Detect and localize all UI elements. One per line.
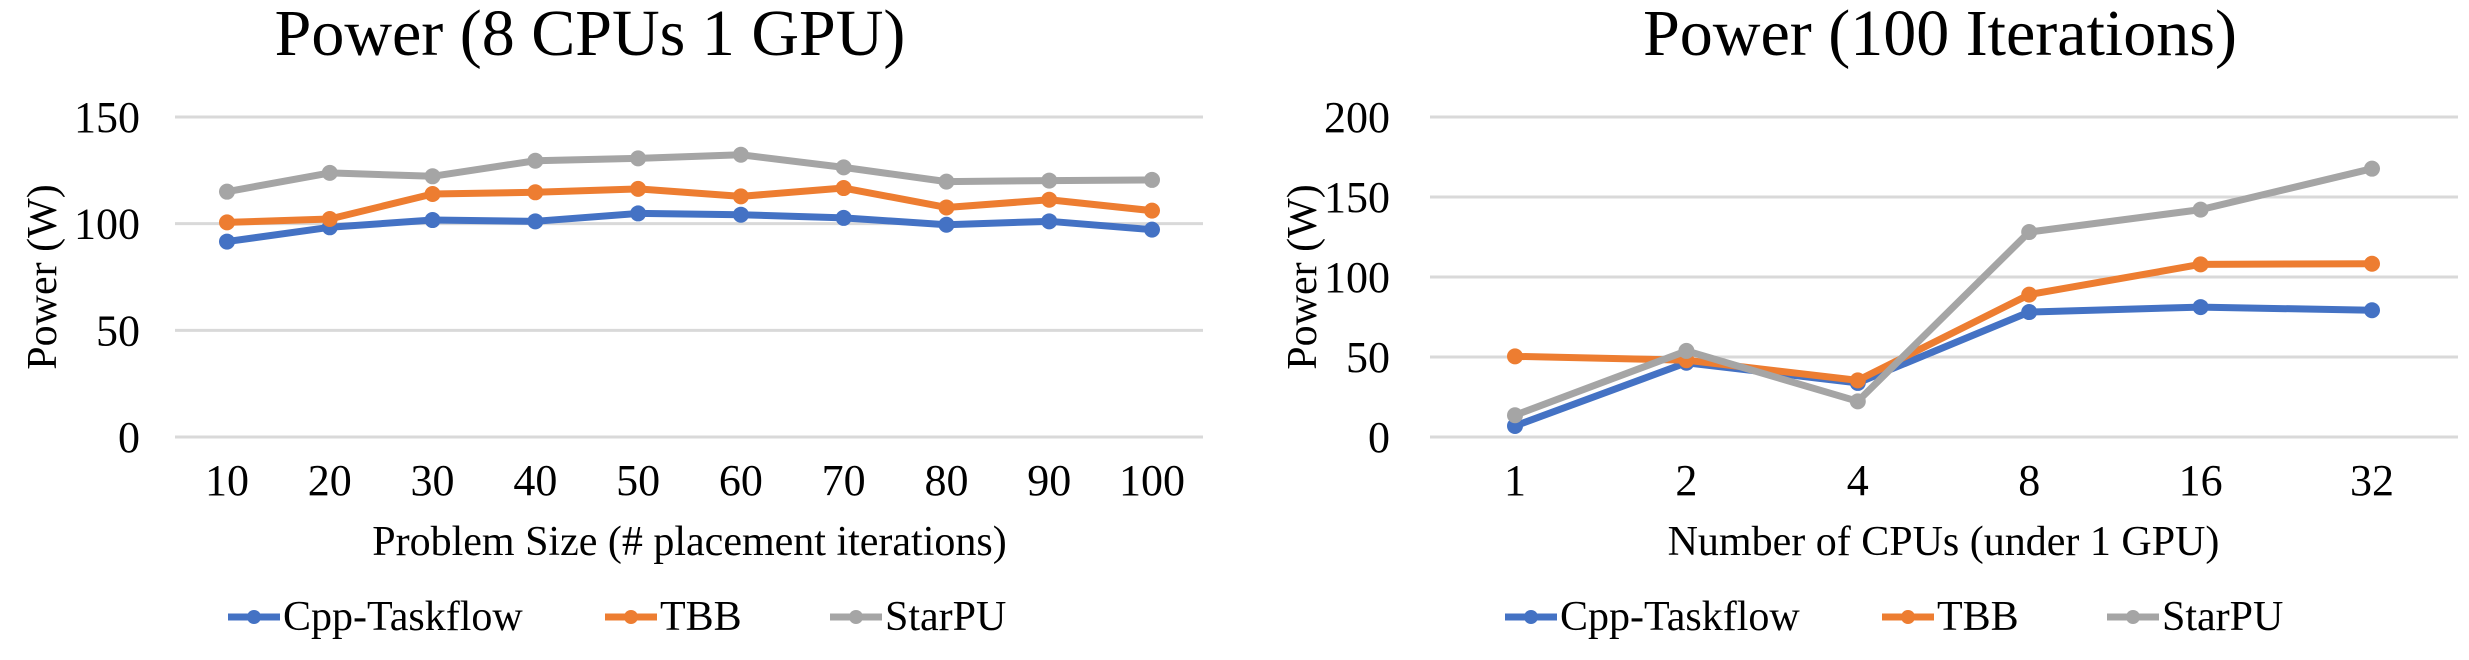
- data-point-tbb: [2021, 286, 2038, 303]
- legend-marker-starpu: [849, 610, 863, 624]
- data-point-tbb: [1849, 372, 1866, 389]
- y-tick-label: 100: [74, 200, 140, 249]
- data-point-starpu: [424, 168, 441, 185]
- data-point-cpp-taskflow: [1041, 213, 1058, 230]
- data-point-starpu: [2364, 160, 2380, 177]
- y-tick-label: 200: [1324, 93, 1390, 142]
- data-point-tbb: [1507, 348, 1523, 365]
- data-point-starpu: [732, 146, 749, 163]
- x-tick-label: 50: [616, 456, 660, 505]
- y-tick-label: 50: [96, 306, 140, 355]
- x-tick-label: 32: [2350, 456, 2394, 505]
- legend-marker-tbb: [1901, 610, 1915, 624]
- chart-title: Power (100 Iterations): [1643, 0, 2237, 70]
- chart-power-100-iterations: Power (100 Iterations) 0 50 100 150 200 Power …: [1240, 0, 2469, 660]
- legend-label-starpu: StarPU: [885, 594, 1006, 640]
- legend-marker-cpp-taskflow: [1524, 610, 1538, 624]
- data-point-starpu: [321, 164, 338, 181]
- x-tick-label: 60: [719, 456, 763, 505]
- data-point-starpu: [2021, 224, 2038, 241]
- x-tick-label: 4: [1847, 456, 1869, 505]
- x-tick-label: 80: [924, 456, 968, 505]
- data-point-cpp-taskflow: [938, 216, 955, 233]
- x-tick-label: 1: [1504, 456, 1526, 505]
- legend-marker-cpp-taskflow: [247, 610, 261, 624]
- data-point-starpu: [2192, 201, 2209, 218]
- x-axis-label: Problem Size (# placement iterations): [372, 519, 1006, 565]
- y-tick-label: 150: [74, 93, 140, 142]
- data-point-cpp-taskflow: [630, 205, 647, 222]
- data-point-tbb: [219, 214, 235, 231]
- x-tick-label: 20: [308, 456, 352, 505]
- x-tick-label: 2: [1675, 456, 1697, 505]
- legend-marker-tbb: [624, 610, 638, 624]
- data-point-tbb: [1041, 191, 1058, 208]
- x-tick-label: 70: [822, 456, 866, 505]
- data-point-starpu: [835, 159, 852, 176]
- data-point-cpp-taskflow: [527, 213, 544, 230]
- data-point-starpu: [1678, 342, 1695, 359]
- data-point-tbb: [835, 180, 852, 197]
- data-point-cpp-taskflow: [732, 206, 749, 223]
- series-line-cpp-taskflow: [223, 209, 1156, 246]
- x-tick-label: 30: [411, 456, 455, 505]
- data-point-cpp-taskflow: [835, 209, 852, 226]
- x-axis-label: Number of CPUs (under 1 GPU): [1668, 519, 2220, 565]
- x-tick-label: 16: [2179, 456, 2223, 505]
- y-tick-label: 0: [118, 413, 140, 462]
- data-point-tbb: [424, 186, 441, 203]
- series-line-starpu: [223, 151, 1156, 196]
- data-point-starpu: [1144, 171, 1160, 188]
- data-point-cpp-taskflow: [2192, 299, 2209, 316]
- x-tick-label: 90: [1027, 456, 1071, 505]
- data-point-cpp-taskflow: [1144, 221, 1160, 238]
- legend-label-tbb: TBB: [660, 594, 742, 640]
- y-axis-label: Power (W): [1280, 184, 1326, 369]
- data-point-cpp-taskflow: [219, 233, 235, 250]
- series-line-tbb: [1511, 260, 2376, 384]
- chart-power-8cpus-1gpu: Power (8 CPUs 1 GPU) 0 50 100 150 Power (W) 10…: [0, 0, 1230, 660]
- chart-right-canvas: Power (100 Iterations) 0 50 100 150 200 Power …: [1280, 0, 2458, 640]
- data-point-starpu: [1507, 407, 1523, 424]
- y-tick-label: 0: [1368, 413, 1390, 462]
- data-point-tbb: [321, 210, 338, 227]
- legend-marker-starpu: [2126, 610, 2140, 624]
- data-point-starpu: [219, 183, 235, 200]
- data-point-starpu: [938, 173, 955, 190]
- x-tick-label: 10: [205, 456, 249, 505]
- data-point-tbb: [527, 184, 544, 201]
- data-point-tbb: [630, 180, 647, 197]
- data-point-starpu: [1041, 172, 1058, 189]
- data-point-cpp-taskflow: [2364, 302, 2380, 319]
- data-point-starpu: [1849, 393, 1866, 410]
- x-tick-label: 40: [513, 456, 557, 505]
- data-point-tbb: [2192, 256, 2209, 273]
- x-tick-label: 8: [2018, 456, 2040, 505]
- chart-title: Power (8 CPUs 1 GPU): [275, 0, 906, 70]
- legend-label-starpu: StarPU: [2162, 594, 2283, 640]
- y-axis-label: Power (W): [20, 184, 66, 369]
- legend-label-cpp-taskflow: Cpp-Taskflow: [1560, 594, 1800, 640]
- legend-label-cpp-taskflow: Cpp-Taskflow: [283, 594, 523, 640]
- y-tick-label: 50: [1346, 333, 1390, 382]
- data-point-tbb: [938, 199, 955, 216]
- series-line-starpu: [1511, 165, 2376, 419]
- data-point-cpp-taskflow: [2021, 304, 2038, 321]
- data-point-tbb: [1144, 202, 1160, 219]
- y-tick-label: 150: [1324, 173, 1390, 222]
- series-line-tbb: [223, 184, 1156, 226]
- data-point-starpu: [527, 152, 544, 169]
- x-tick-label: 100: [1119, 456, 1185, 505]
- data-point-cpp-taskflow: [424, 212, 441, 229]
- data-point-starpu: [630, 150, 647, 167]
- data-point-tbb: [732, 188, 749, 205]
- legend-label-tbb: TBB: [1937, 594, 2019, 640]
- data-point-tbb: [2364, 255, 2380, 272]
- series-line-cpp-taskflow: [1511, 303, 2376, 430]
- y-tick-label: 100: [1324, 253, 1390, 302]
